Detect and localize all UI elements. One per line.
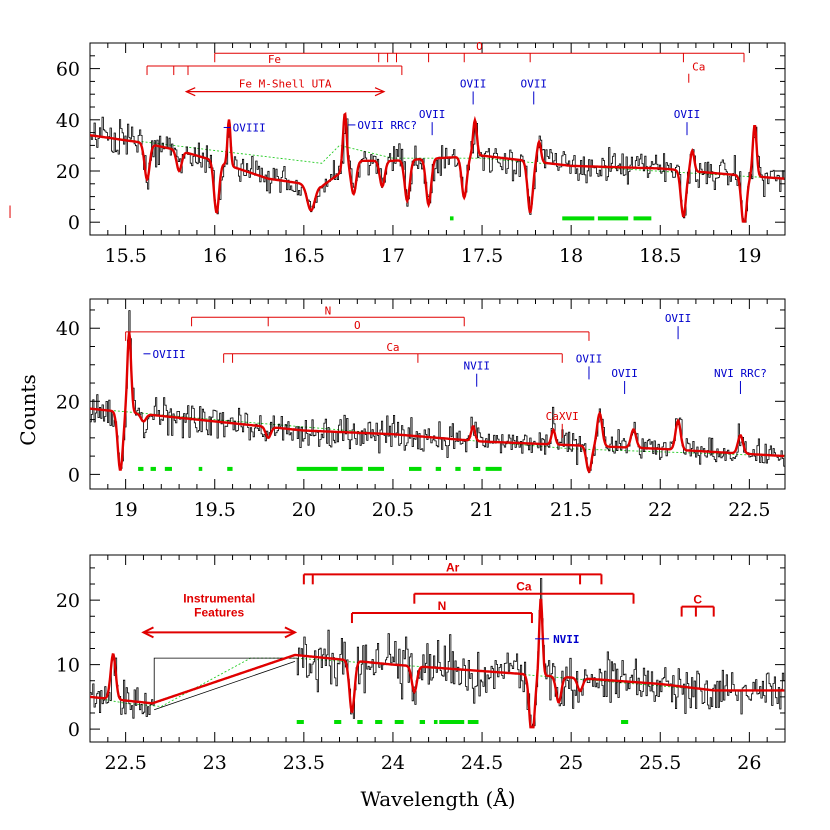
red-margin-mark: | (8, 204, 12, 218)
line-label: OVII (460, 77, 487, 90)
y-tick-label: 40 (56, 110, 80, 132)
y-tick-label: 0 (68, 464, 80, 486)
x-tick-label: 19 (114, 499, 138, 521)
x-tick-label: 17.5 (461, 245, 503, 267)
x-tick-label: 23 (203, 752, 227, 774)
line-label: OVII (674, 108, 701, 121)
side-label: OVIII (152, 348, 185, 361)
panel-frame (89, 42, 786, 236)
instrumental-label: Instrumental (183, 591, 255, 605)
line-label: OVII (419, 108, 446, 121)
line-label: OVII (520, 77, 547, 90)
y-tick-label: 10 (56, 655, 80, 677)
line-label: NVI RRC? (714, 367, 767, 380)
x-tick-label: 19 (737, 245, 761, 267)
data-histogram (90, 310, 785, 473)
ion-brackets: N O Ca (125, 304, 590, 363)
bracket-label: Ca (692, 61, 705, 74)
y-tick-label: 20 (56, 391, 80, 413)
data-bridge-line (154, 661, 296, 711)
bracket-label: O (476, 40, 483, 53)
side-label: NVII (553, 633, 580, 646)
uta-label: Fe M-Shell UTA (239, 78, 332, 91)
x-tick-label: 20.5 (372, 499, 414, 521)
panel-frame (89, 298, 786, 490)
y-tick-label: 40 (56, 318, 80, 340)
y-axis-label: Counts (16, 374, 40, 445)
line-label: NVII (463, 360, 490, 373)
panel-1: 15.5 16 16.5 17 17.5 18 18.5 19 0 20 40 60 Fe O Ca OVII… (56, 40, 786, 267)
data-histogram (90, 116, 785, 223)
model-line (90, 598, 785, 729)
bracket-label: Fe (268, 53, 281, 66)
bracket-label: N (438, 599, 447, 613)
x-tick-label: 23.5 (283, 752, 325, 774)
uta-arrow-head (184, 87, 196, 97)
plot-area (90, 310, 785, 474)
x-tick-label: 22 (648, 499, 672, 521)
y-tick-label: 0 (68, 719, 80, 741)
bracket-label: N (325, 304, 332, 317)
x-tick-label: 26 (737, 752, 761, 774)
bracket-label: Ca (516, 580, 532, 594)
ion-brackets: Ar Ca N C (302, 560, 715, 624)
bracket-label: Ar (446, 560, 460, 574)
panels-group: 15.5 16 16.5 17 17.5 18 18.5 19 0 20 40 60 Fe O Ca OVII… (56, 40, 786, 774)
line-label: OVII (611, 367, 638, 380)
side-label: OVII RRC? (357, 119, 417, 132)
instrumental-arrow-head (141, 626, 154, 639)
x-tick-label: 16 (203, 245, 227, 267)
x-tick-label: 25.5 (639, 752, 681, 774)
uta-arrow-head (374, 87, 386, 97)
bracket-label: Ca (386, 341, 399, 354)
x-axis-label: Wavelength (Å) (360, 786, 515, 811)
y-tick-label: 0 (68, 212, 80, 234)
line-label: OVII (665, 312, 692, 325)
x-tick-label: 24 (381, 752, 405, 774)
panel-2: 19 19.5 20 20.5 21 21.5 22 22.5 0 20 40 N O Ca NVII OVI… (56, 298, 786, 521)
x-tick-label: 15.5 (104, 245, 146, 267)
plot-area (90, 112, 785, 223)
line-label: OVII (576, 352, 603, 365)
x-tick-label: 18.5 (639, 245, 681, 267)
x-tick-label: 18 (559, 245, 583, 267)
x-tick-label: 16.5 (283, 245, 325, 267)
instrumental-label: Features (194, 605, 244, 619)
x-tick-label: 25 (559, 752, 583, 774)
bracket-label: O (354, 319, 361, 332)
y-tick-label: 20 (56, 161, 80, 183)
instrumental-arrow-head (284, 626, 298, 639)
x-tick-label: 19.5 (194, 499, 236, 521)
panel-3: 22.5 23 23.5 24 24.5 25 25.5 26 0 10 20 Ar Ca N C NVII I… (56, 554, 786, 774)
x-tick-label: 24.5 (461, 752, 503, 774)
ion-label: CaXVI (546, 410, 579, 423)
x-tick-label: 20 (292, 499, 316, 521)
x-tick-label: 22.5 (728, 499, 770, 521)
y-tick-label: 60 (56, 59, 80, 81)
plot-area (90, 578, 785, 729)
model-line (90, 112, 785, 223)
model-line (90, 332, 785, 474)
bracket-label: C (693, 593, 702, 607)
y-tick-label: 20 (56, 590, 80, 612)
side-label: OVIII (233, 121, 266, 134)
x-tick-label: 21 (470, 499, 494, 521)
x-tick-label: 21.5 (550, 499, 592, 521)
ion-brackets: Fe O Ca (146, 40, 745, 83)
x-tick-label: 17 (381, 245, 405, 267)
x-tick-label: 22.5 (104, 752, 146, 774)
